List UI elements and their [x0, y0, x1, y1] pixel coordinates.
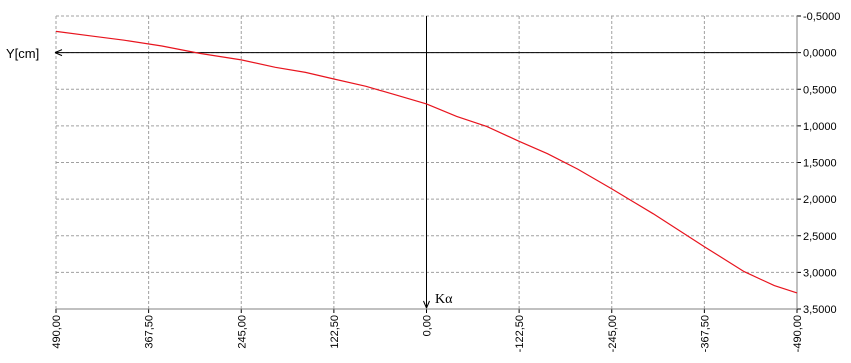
x-tick-label: 367,50: [144, 315, 156, 349]
x-axis-label: Kα: [435, 292, 453, 307]
axes: [54, 16, 798, 310]
y-tick-label: 3,0000: [803, 267, 837, 279]
y-tick-label: 3,5000: [803, 304, 837, 316]
y-tick-label: 0,5000: [803, 84, 837, 96]
y-axis-label: Y[cm]: [6, 46, 39, 61]
x-axis-arrow: [423, 300, 430, 309]
x-tick-label: 122,50: [329, 315, 341, 349]
x-tick-label: 490,00: [51, 315, 63, 349]
y-tick-label: 2,0000: [803, 194, 837, 206]
y-tick-label: -0,5000: [803, 11, 840, 23]
y-tick-label: 0,0000: [803, 48, 837, 60]
x-tick-label: -490,00: [792, 315, 804, 352]
tick-labels: -0,5000 0,0000 0,5000 1,0000 1,5000 2,0000 2,5…: [51, 11, 840, 352]
series-line: [55, 30, 798, 294]
series-layer: [55, 30, 798, 294]
x-tick-label: 0,00: [422, 315, 434, 336]
y-tick-label: 2,5000: [803, 231, 837, 243]
x-tick-label: -122,50: [514, 315, 526, 352]
x-tick-label: 245,00: [236, 315, 248, 349]
y-axis-arrow: [54, 49, 63, 57]
x-tick-label: -245,00: [607, 315, 619, 352]
grid: [55, 15, 801, 313]
y-tick-label: 1,5000: [803, 158, 837, 170]
x-tick-label: -367,50: [699, 315, 711, 352]
y-tick-label: 1,0000: [803, 121, 837, 133]
